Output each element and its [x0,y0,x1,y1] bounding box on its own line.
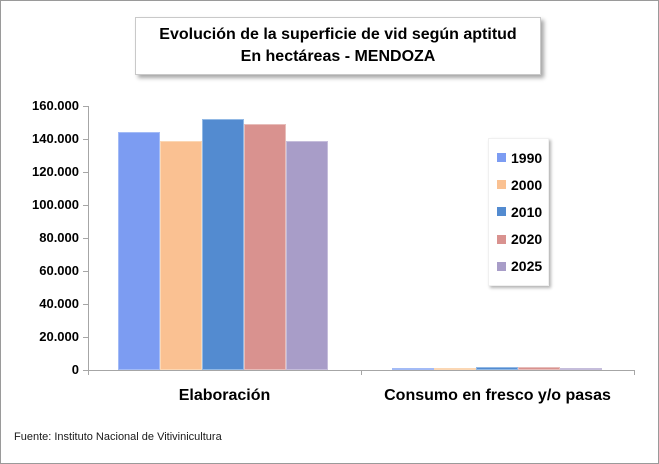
y-axis-tick [83,139,88,140]
y-axis-tick [83,337,88,338]
y-axis-tick [83,370,88,371]
legend-swatch-icon [497,207,506,217]
y-tick-label: 20.000 [39,329,79,344]
y-axis-tick [83,106,88,107]
legend-label: 1990 [511,149,543,166]
y-tick-label: 100.000 [32,197,79,212]
category-label-0: Elaboración [178,387,271,404]
chart-title-box: Evolución de la superficie de vid según … [135,17,541,75]
y-tick-label: 60.000 [39,263,79,278]
legend-label: 2010 [511,203,543,220]
legend-item-2000: 2000 [497,177,548,193]
bar-2000-cat0 [160,141,202,370]
bar-2000-cat1 [434,368,476,370]
y-tick-label: 40.000 [39,296,79,311]
bar-1990-cat1 [392,368,434,370]
bar-2010-cat1 [476,367,518,370]
y-axis-tick [83,271,88,272]
legend-swatch-icon [497,180,506,190]
legend: 1990 2000 2010 2020 2025 [488,138,549,286]
y-tick-label: 160.000 [32,98,79,113]
y-tick-label: 140.000 [32,131,79,146]
y-axis-tick [83,172,88,173]
legend-swatch-icon [497,234,506,244]
x-axis-tick [634,370,635,375]
bar-2025-cat0 [286,141,328,370]
y-axis-tick [83,304,88,305]
bar-2020-cat1 [518,367,560,370]
legend-label: 2020 [511,231,543,248]
category-label-1: Consumo en fresco y/o pasas [384,387,611,404]
legend-item-1990: 1990 [497,150,548,166]
x-axis-tick [361,370,362,375]
legend-label: 2000 [511,176,543,193]
y-tick-label: 80.000 [39,230,79,245]
legend-label: 2025 [511,258,543,275]
y-axis-line [88,106,89,375]
legend-item-2020: 2020 [497,231,548,247]
y-tick-label: 0 [71,362,79,377]
bar-1990-cat0 [118,132,160,370]
bar-2020-cat0 [244,124,286,370]
y-axis-tick [83,205,88,206]
legend-item-2010: 2010 [497,204,548,220]
legend-item-2025: 2025 [497,258,548,274]
y-tick-label: 120.000 [32,164,79,179]
source-note: Fuente: Instituto Nacional de Vitivinicu… [14,431,222,443]
chart-title-line1: Evolución de la superficie de vid según … [159,25,517,43]
legend-swatch-icon [497,261,506,271]
legend-swatch-icon [497,153,506,163]
bar-2010-cat0 [202,119,244,370]
y-axis-tick [83,238,88,239]
chart-title-line2: En hectáreas - MENDOZA [240,48,436,65]
bar-2025-cat1 [560,368,602,370]
